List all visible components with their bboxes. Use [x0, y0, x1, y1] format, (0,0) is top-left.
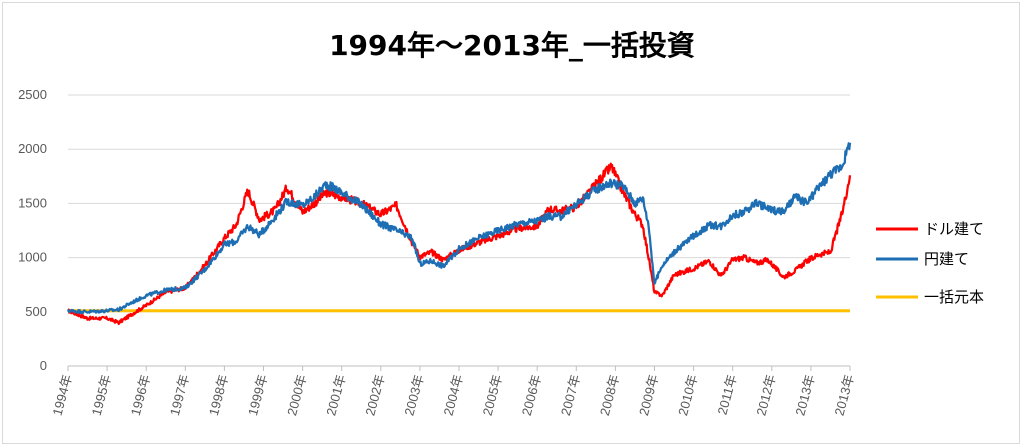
series-lines — [66, 142, 852, 326]
x-tick-label: 2010年 — [675, 373, 700, 417]
x-tick-label: 2013年 — [832, 373, 857, 417]
x-tick-label: 2007年 — [558, 373, 583, 417]
x-tick-label: 2008年 — [597, 373, 622, 417]
chart-title: 1994年～2013年_一括投資 — [329, 29, 695, 62]
x-tick-label: 1998年 — [206, 373, 231, 417]
x-tick-label: 2002年 — [362, 373, 387, 417]
x-tick-label: 2009年 — [636, 373, 661, 417]
y-tick-label: 1500 — [18, 195, 47, 210]
y-axis-ticks: 0 500 1000 1500 2000 2500 — [18, 87, 47, 373]
y-tick-label: 2000 — [18, 141, 47, 156]
series-line — [66, 142, 852, 315]
x-tick-label: 2004年 — [441, 373, 466, 417]
gridlines — [68, 94, 850, 367]
x-axis-ticks: 1994年 1995年 1996年 1997年 1998年 1999年 2000年 2001年… — [50, 366, 857, 417]
x-tick-label: 2001年 — [323, 373, 348, 417]
legend-label: ドル建て — [924, 220, 984, 238]
x-tick-label: 2000年 — [284, 373, 309, 417]
y-tick-label: 2500 — [18, 87, 47, 102]
x-tick-label: 2003年 — [401, 373, 426, 417]
x-tick-label: 2013年 — [792, 373, 817, 417]
x-tick-label: 1994年 — [50, 373, 75, 417]
y-tick-label: 1000 — [18, 250, 47, 265]
x-tick-label: 2005年 — [480, 373, 505, 417]
x-tick-label: 2012年 — [753, 373, 778, 417]
legend-label: 一括元本 — [924, 288, 984, 306]
x-tick-label: 1996年 — [128, 373, 153, 417]
legend-label: 円建て — [924, 250, 969, 268]
x-tick-label: 1995年 — [89, 373, 114, 417]
x-tick-label: 1999年 — [245, 373, 270, 417]
series-line — [67, 162, 852, 326]
y-tick-label: 500 — [25, 304, 47, 319]
x-tick-label: 2011年 — [715, 373, 740, 416]
y-tick-label: 0 — [40, 358, 47, 373]
x-tick-label: 1997年 — [167, 373, 192, 417]
x-tick-label: 2006年 — [519, 373, 544, 417]
